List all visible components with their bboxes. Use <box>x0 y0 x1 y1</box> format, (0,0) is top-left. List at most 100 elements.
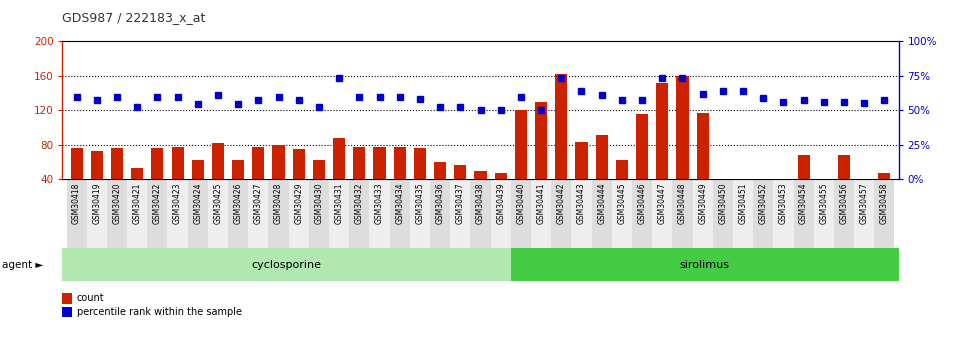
Bar <box>308 179 329 248</box>
Bar <box>354 148 365 214</box>
Text: GSM30427: GSM30427 <box>254 183 263 224</box>
Bar <box>854 179 875 248</box>
Bar <box>737 193 749 214</box>
Bar <box>576 142 587 214</box>
Bar <box>369 179 389 248</box>
Bar <box>818 197 830 214</box>
Bar <box>329 179 349 248</box>
Bar <box>717 193 728 214</box>
Text: GSM30428: GSM30428 <box>274 183 283 224</box>
Bar <box>572 179 592 248</box>
Bar <box>187 179 208 248</box>
Bar <box>794 179 814 248</box>
Bar <box>777 204 790 214</box>
Bar <box>455 165 466 214</box>
Bar <box>349 179 369 248</box>
Bar <box>592 179 612 248</box>
Bar <box>838 155 850 214</box>
Bar <box>858 195 871 214</box>
Bar <box>753 179 774 248</box>
Bar <box>495 173 506 214</box>
Bar <box>233 160 244 214</box>
Bar <box>596 135 607 214</box>
Bar <box>253 148 264 214</box>
Text: GSM30423: GSM30423 <box>173 183 182 224</box>
Bar <box>191 160 204 214</box>
Text: GSM30442: GSM30442 <box>556 183 566 224</box>
Bar <box>111 148 123 214</box>
Bar <box>333 138 345 214</box>
Bar <box>127 179 147 248</box>
Text: count: count <box>77 294 105 303</box>
Bar <box>535 102 547 214</box>
Text: GSM30433: GSM30433 <box>375 183 384 225</box>
Bar <box>636 114 648 214</box>
Text: GSM30435: GSM30435 <box>415 183 425 225</box>
Text: cyclosporine: cyclosporine <box>252 260 322 270</box>
Bar <box>616 160 628 214</box>
Text: GSM30446: GSM30446 <box>637 183 647 225</box>
Text: GSM30452: GSM30452 <box>759 183 768 224</box>
Bar <box>394 147 406 214</box>
Bar <box>70 148 83 214</box>
Bar <box>814 179 834 248</box>
Text: GSM30441: GSM30441 <box>536 183 546 224</box>
Bar <box>293 149 305 214</box>
Bar <box>757 198 770 214</box>
Bar <box>90 151 103 214</box>
Bar <box>511 179 531 248</box>
Text: GSM30426: GSM30426 <box>234 183 243 224</box>
Text: GSM30454: GSM30454 <box>800 183 808 225</box>
Text: GSM30432: GSM30432 <box>355 183 364 224</box>
Bar <box>491 179 511 248</box>
Bar <box>470 179 491 248</box>
Bar <box>450 179 470 248</box>
Bar <box>171 148 184 214</box>
Bar <box>212 143 224 214</box>
Bar <box>62 248 511 281</box>
Text: GSM30438: GSM30438 <box>476 183 485 224</box>
Bar <box>774 179 794 248</box>
Text: GSM30453: GSM30453 <box>779 183 788 225</box>
Bar <box>878 173 891 214</box>
Text: GSM30458: GSM30458 <box>880 183 889 224</box>
Bar <box>288 179 308 248</box>
Text: GSM30439: GSM30439 <box>496 183 505 225</box>
Text: GSM30437: GSM30437 <box>456 183 465 225</box>
Bar <box>632 179 653 248</box>
Text: GSM30434: GSM30434 <box>395 183 405 225</box>
Text: GSM30451: GSM30451 <box>739 183 748 224</box>
Bar <box>374 147 385 214</box>
Bar <box>167 179 187 248</box>
Bar <box>875 179 895 248</box>
Bar <box>475 171 486 214</box>
Bar <box>66 179 86 248</box>
Text: GSM30422: GSM30422 <box>153 183 161 224</box>
Text: GSM30450: GSM30450 <box>718 183 727 225</box>
Bar <box>677 76 688 214</box>
Bar <box>653 179 673 248</box>
Text: GSM30421: GSM30421 <box>133 183 141 224</box>
Bar <box>673 179 693 248</box>
Text: GSM30419: GSM30419 <box>92 183 101 224</box>
Bar <box>531 179 552 248</box>
Text: percentile rank within the sample: percentile rank within the sample <box>77 307 242 317</box>
Bar <box>612 179 632 248</box>
Bar <box>713 179 733 248</box>
Text: GSM30424: GSM30424 <box>193 183 202 224</box>
Text: GSM30429: GSM30429 <box>294 183 304 224</box>
Bar <box>389 179 409 248</box>
Bar <box>733 179 753 248</box>
Bar <box>147 179 167 248</box>
Text: GSM30430: GSM30430 <box>314 183 324 225</box>
Text: GSM30431: GSM30431 <box>334 183 344 224</box>
Text: GSM30418: GSM30418 <box>72 183 81 224</box>
Text: GSM30447: GSM30447 <box>657 183 667 225</box>
Text: GSM30440: GSM30440 <box>516 183 526 225</box>
Text: agent ►: agent ► <box>2 260 43 270</box>
Text: GSM30448: GSM30448 <box>678 183 687 224</box>
Bar <box>151 148 163 214</box>
Bar <box>248 179 268 248</box>
Bar <box>434 162 446 214</box>
Bar <box>515 110 527 214</box>
